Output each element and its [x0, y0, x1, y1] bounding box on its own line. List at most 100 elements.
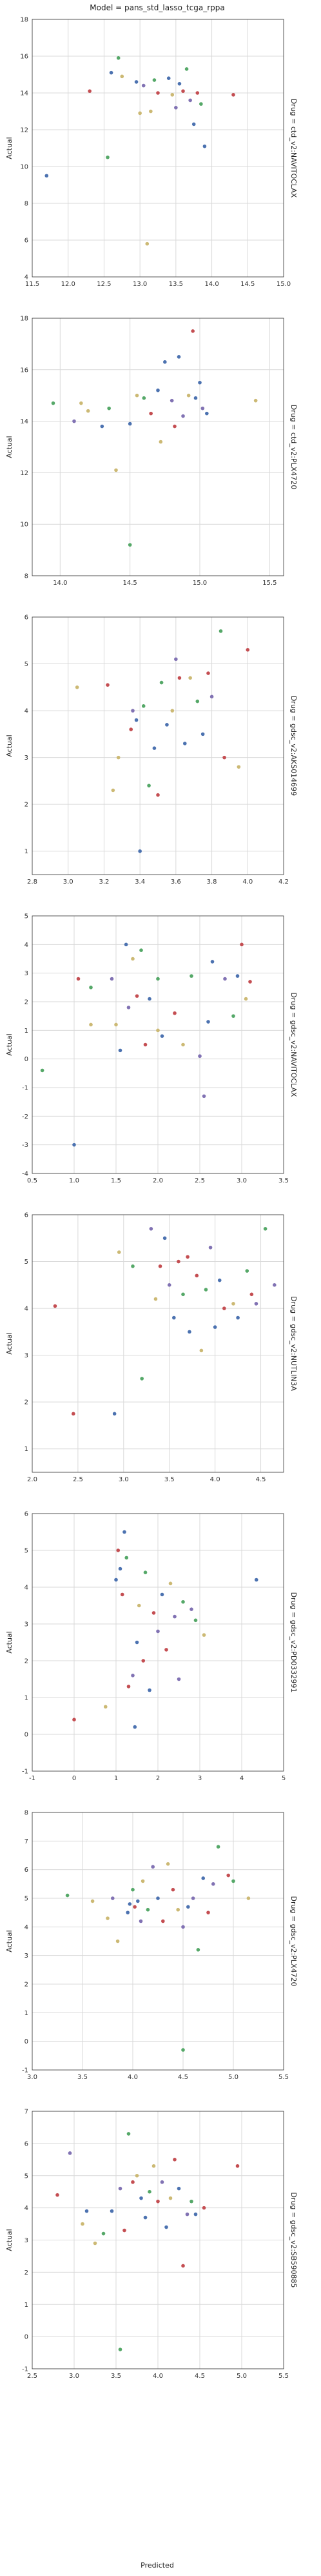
scatter-panel: 11.5 12.0 12.5 13.0 13.5 14.0 14.5 15.0 4 6 8 10 12 1…: [5, 17, 298, 289]
y-tick-label: 3: [24, 1352, 28, 1359]
data-point: [204, 1288, 208, 1292]
y-tick-label: 5: [24, 2173, 28, 2180]
y-tick-label: 16: [20, 367, 28, 374]
y-tick-label: 14: [20, 418, 28, 425]
data-point: [231, 93, 235, 97]
x-tick-label: 2.5: [27, 2373, 37, 2380]
data-point: [164, 2225, 168, 2229]
data-point: [72, 1142, 76, 1147]
x-tick-label: 5: [282, 1775, 286, 1782]
x-tick-label: 3.0: [69, 2373, 79, 2380]
plot-frame: [32, 1513, 284, 1772]
y-tick-label: 4: [24, 1585, 28, 1592]
data-point: [245, 1269, 249, 1273]
data-point: [89, 986, 93, 989]
y-tick-label: -2: [22, 1113, 28, 1121]
data-point: [126, 1006, 131, 1009]
facet-row-label: Drug = gdsc_v2:PLX4720: [289, 1896, 298, 1987]
y-tick-label: 1: [24, 848, 28, 855]
data-point: [118, 1567, 122, 1571]
x-tick-label: 14.0: [53, 580, 67, 587]
data-point: [181, 2264, 185, 2268]
data-point: [168, 1581, 173, 1586]
scatter-panel: 2.0 2.5 3.0 3.5 4.0 4.5 1 2 3 4 5 6 Actual Drug = gds…: [5, 1212, 298, 1484]
data-point: [106, 155, 110, 159]
y-tick-label: 0: [24, 1056, 28, 1063]
data-point: [237, 765, 241, 769]
data-point: [181, 1292, 185, 1297]
data-point: [177, 676, 182, 680]
data-point: [139, 2196, 143, 2200]
scatter-panel: 14.0 14.5 15.0 15.5 8 10 12 14 16 18 Actual Drug = …: [5, 316, 298, 587]
data-point: [176, 1907, 180, 1912]
data-point: [181, 1600, 185, 1604]
data-point: [110, 2209, 114, 2213]
data-point: [76, 977, 81, 981]
data-point: [206, 671, 210, 675]
data-point: [133, 1905, 137, 1909]
y-tick-label: -1: [22, 2366, 28, 2373]
data-point: [159, 440, 163, 444]
data-point: [273, 1283, 277, 1287]
y-axis-label: Actual: [5, 2229, 14, 2251]
data-point: [198, 380, 202, 385]
data-point: [202, 2206, 206, 2210]
data-point: [205, 411, 209, 416]
x-tick-label: 3.0: [119, 1476, 129, 1483]
data-point: [206, 1020, 210, 1024]
data-point: [135, 994, 139, 998]
y-tick-label: 16: [20, 54, 28, 61]
data-point: [131, 2180, 135, 2184]
data-point: [198, 1054, 202, 1059]
x-tick-label: 4.0: [242, 878, 253, 886]
y-tick-label: 1: [24, 2010, 28, 2017]
data-point: [141, 704, 146, 708]
data-point: [226, 1873, 231, 1878]
x-tick-label: 3.5: [164, 1476, 175, 1483]
data-point: [195, 91, 200, 95]
x-tick-label: 2.0: [153, 1177, 163, 1184]
data-point: [68, 2151, 72, 2155]
data-point: [117, 1250, 121, 1254]
data-point: [165, 723, 169, 727]
data-point: [235, 974, 240, 978]
y-tick-label: 3: [24, 755, 28, 762]
data-point: [55, 2193, 59, 2197]
x-tick-label: 2: [156, 1775, 160, 1782]
data-point: [116, 1548, 121, 1552]
data-point: [116, 56, 121, 60]
data-point: [151, 1865, 155, 1869]
data-point: [209, 695, 214, 699]
y-tick-label: 6: [24, 2140, 28, 2147]
data-point: [166, 1862, 170, 1866]
data-point: [133, 1725, 137, 1729]
data-point: [190, 2199, 193, 2204]
y-tick-label: 12: [20, 127, 28, 134]
data-point: [199, 102, 203, 106]
y-tick-label: 2: [24, 1658, 28, 1665]
y-tick-label: 2: [24, 2269, 28, 2277]
data-point: [191, 1896, 195, 1900]
y-tick-label: 10: [20, 164, 28, 171]
data-point: [159, 680, 164, 685]
data-point: [200, 406, 205, 411]
data-point: [110, 977, 114, 981]
data-point: [135, 2173, 139, 2178]
data-point: [72, 1412, 75, 1416]
data-point: [114, 468, 118, 472]
y-tick-label: -3: [22, 1142, 28, 1149]
data-point: [160, 1592, 164, 1597]
data-point: [112, 1412, 117, 1416]
data-point: [216, 1845, 220, 1849]
data-point: [122, 1530, 126, 1534]
data-point: [181, 1042, 185, 1047]
data-point: [202, 1633, 206, 1637]
data-point: [149, 109, 153, 114]
data-point: [140, 1377, 144, 1381]
data-point: [195, 699, 200, 704]
data-point: [222, 1306, 226, 1310]
scatter-panel: 3.0 3.5 4.0 4.5 5.0 5.5 -1 0 1 2 3 4 5 6 7 8 Actual Drug …: [5, 1810, 298, 2082]
y-tick-label: 6: [24, 1867, 28, 1874]
data-point: [124, 1556, 129, 1560]
y-tick-label: 2: [24, 1982, 28, 1989]
